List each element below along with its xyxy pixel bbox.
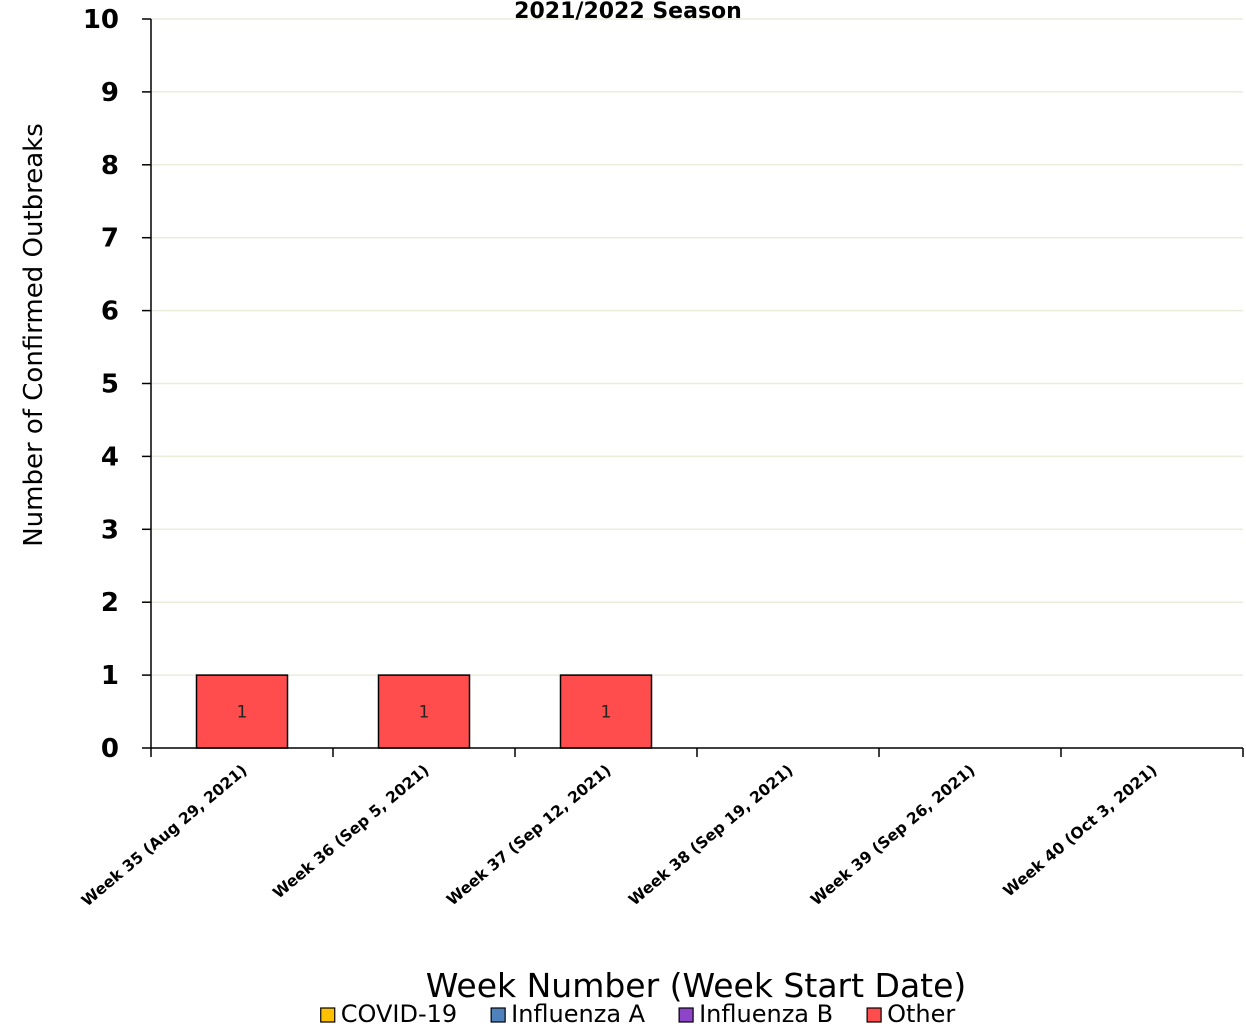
- y-tick-label: 6: [101, 297, 119, 327]
- bar-other: [377, 674, 471, 749]
- gridlines: [151, 18, 1243, 676]
- bar-other: [195, 674, 289, 749]
- axes: [142, 18, 1244, 757]
- y-tick-label: 2: [101, 588, 119, 618]
- y-tick-label: 5: [101, 370, 119, 400]
- legend-swatch-other: [866, 1007, 882, 1023]
- y-tick-label: 4: [101, 442, 119, 472]
- legend-label-covid-19: COVID-19: [341, 1000, 457, 1028]
- x-axis-title: Week Number (Week Start Date): [426, 966, 967, 1005]
- y-tick-label: 8: [101, 151, 119, 181]
- data-label: 1: [601, 703, 612, 723]
- legend-swatch-influenza-b: [678, 1007, 694, 1023]
- x-tick-label: Week 37 (Sep 12, 2021): [443, 761, 614, 909]
- y-tick-label: 9: [101, 78, 119, 108]
- x-tick-label: Week 35 (Aug 29, 2021): [78, 761, 250, 910]
- legend-swatch-influenza-a: [490, 1007, 506, 1023]
- y-tick-label: 0: [101, 734, 119, 764]
- legend-label-influenza-a: Influenza A: [511, 1000, 646, 1028]
- x-tick-label: Week 40 (Oct 3, 2021): [1000, 761, 1161, 900]
- y-tick-label: 7: [101, 224, 119, 254]
- data-label: 1: [419, 703, 430, 723]
- y-tick-label: 1: [101, 661, 119, 691]
- legend-label-influenza-b: Influenza B: [699, 1000, 833, 1028]
- legend: COVID-19 Influenza A Influenza B Other: [320, 1000, 955, 1028]
- x-tick-label: Week 39 (Sep 26, 2021): [807, 761, 978, 909]
- data-labels: 1 1 1: [237, 703, 612, 723]
- legend-swatch-covid-19: [320, 1007, 336, 1023]
- x-tick-label: Week 36 (Sep 5, 2021): [269, 761, 432, 902]
- data-label: 1: [237, 703, 248, 723]
- y-tick-label: 3: [101, 515, 119, 545]
- chart-title: 2021/2022 Season: [514, 0, 742, 24]
- x-tick-labels: Week 35 (Aug 29, 2021) Week 36 (Sep 5, 20…: [78, 761, 1160, 910]
- y-tick-label: 10: [83, 5, 119, 35]
- y-axis-title: Number of Confirmed Outbreaks: [19, 123, 49, 547]
- legend-label-other: Other: [887, 1000, 955, 1028]
- x-tick-label: Week 38 (Sep 19, 2021): [625, 761, 796, 909]
- y-tick-labels: 0 1 2 3 4 5 6 7 8 9 10: [83, 5, 119, 764]
